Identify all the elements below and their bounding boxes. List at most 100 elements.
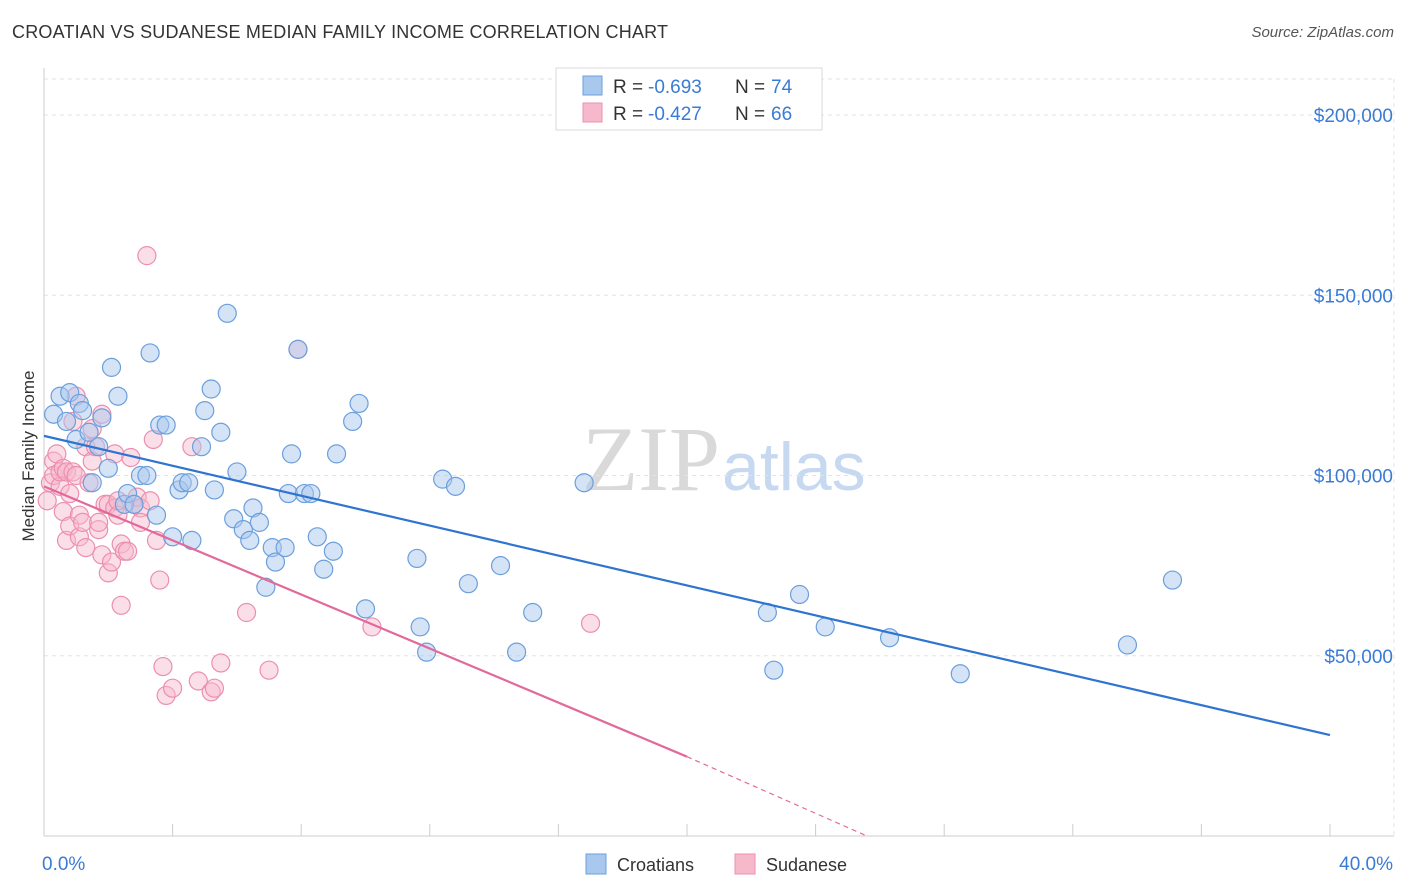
- sudanese-point: [259, 660, 279, 680]
- legend-r-label-croatians: R =: [613, 77, 643, 98]
- legend-r-value-sudanese: -0.427: [648, 104, 702, 125]
- legend-n-value-croatians: 74: [771, 77, 793, 98]
- top-legend: R = -0.693 N = 74 R = -0.427 N = 66: [555, 67, 823, 131]
- legend-r-label-sudanese: R =: [613, 104, 643, 125]
- croatian-point: [156, 415, 176, 435]
- sudanese-point: [89, 519, 109, 540]
- croatian-point: [288, 339, 308, 359]
- croatian-point: [217, 303, 237, 323]
- y-tick-label: $150,000: [1314, 286, 1393, 307]
- x-tick-label: 40.0%: [1339, 854, 1393, 875]
- croatian-point: [458, 574, 478, 594]
- croatian-point: [137, 465, 157, 486]
- croatian-point: [124, 494, 144, 514]
- croatian-point: [92, 408, 112, 428]
- croatian-point: [82, 473, 102, 493]
- sudanese-point: [72, 512, 93, 532]
- croatian-point: [323, 541, 343, 561]
- y-tick-label: $50,000: [1324, 647, 1393, 668]
- tick-labels: $50,000 $100,000 $150,000 $200,000 0.0% 40.0%: [42, 106, 1393, 875]
- sudanese-point: [137, 246, 157, 266]
- bottom-legend-swatch-sudanese: [734, 853, 756, 875]
- croatian-point: [72, 401, 93, 421]
- legend-swatch-croatians: [582, 75, 603, 96]
- croatian-point: [314, 559, 334, 579]
- y-tick-label: $100,000: [1314, 467, 1393, 488]
- croatian-point: [275, 538, 295, 558]
- croatian-point: [101, 357, 122, 377]
- legend-r-value-croatians: -0.693: [648, 77, 702, 98]
- croatian-point: [249, 512, 270, 532]
- y-tick-label: $200,000: [1314, 106, 1393, 127]
- legend-n-label-sudanese: N =: [735, 104, 765, 125]
- sudanese-point: [163, 678, 183, 698]
- croatian-point: [201, 379, 221, 399]
- bottom-legend: Croatians Sudanese: [585, 853, 847, 875]
- sudanese-point: [201, 682, 221, 702]
- croatian-point: [416, 642, 437, 662]
- croatian-point: [407, 548, 427, 569]
- croatians-trend-line: [43, 434, 1331, 737]
- croatian-point: [211, 422, 231, 442]
- croatian-point: [764, 660, 784, 680]
- croatian-point: [574, 473, 594, 493]
- legend-swatch-sudanese: [582, 102, 603, 123]
- source-label: Source: ZipAtlas.com: [1251, 24, 1394, 41]
- legend-n-value-sudanese: 66: [771, 104, 792, 125]
- sudanese-point: [204, 678, 224, 698]
- croatian-point: [410, 617, 430, 637]
- croatian-point: [140, 343, 160, 363]
- x-tick-label: 0.0%: [42, 854, 85, 875]
- sudanese-point: [69, 527, 89, 547]
- sudanese-point: [63, 462, 83, 482]
- sudanese-point: [117, 541, 138, 561]
- croatian-point: [265, 552, 286, 572]
- croatian-point: [815, 617, 835, 637]
- sudanese-point: [92, 545, 112, 565]
- sudanese-point: [580, 613, 601, 633]
- sudanese-point: [76, 538, 96, 558]
- croatian-point: [146, 505, 167, 525]
- croatian-point: [56, 411, 77, 432]
- croatian-point: [256, 577, 276, 597]
- croatian-point: [523, 602, 543, 623]
- trend-lines: [43, 434, 1331, 837]
- croatians-series: [44, 303, 1183, 684]
- sudanese-point: [156, 685, 176, 706]
- croatian-point: [326, 444, 347, 464]
- croatian-point: [108, 386, 128, 406]
- sudanese-point: [236, 602, 257, 623]
- croatian-point: [281, 444, 302, 464]
- axes: [43, 68, 1394, 837]
- croatian-point: [98, 458, 118, 478]
- bottom-legend-croatians: Croatians: [617, 855, 694, 875]
- croatian-point: [789, 584, 810, 605]
- croatian-point: [191, 437, 212, 457]
- croatian-point: [355, 599, 376, 619]
- sudanese-trend-extension: [686, 756, 868, 837]
- sudanese-point: [153, 656, 173, 677]
- croatian-point: [307, 527, 327, 547]
- croatian-point: [490, 556, 511, 576]
- sudanese-trend-line: [43, 485, 688, 758]
- watermark-zip: ZIP: [582, 408, 720, 510]
- sudanese-point: [89, 512, 109, 532]
- croatian-point: [445, 476, 466, 496]
- watermark-atlas: atlas: [722, 429, 866, 505]
- sudanese-point: [98, 563, 118, 583]
- croatian-point: [79, 422, 99, 442]
- croatian-point: [204, 480, 224, 500]
- sudanese-point: [211, 653, 231, 673]
- legend-n-label-croatians: N =: [735, 77, 765, 98]
- sudanese-series: [37, 246, 601, 706]
- croatian-point: [1162, 570, 1183, 590]
- croatian-point: [195, 401, 215, 421]
- croatian-point: [507, 642, 527, 662]
- croatian-point: [240, 530, 260, 551]
- sudanese-point: [111, 595, 131, 615]
- croatian-point: [349, 393, 369, 414]
- sudanese-point: [188, 671, 208, 691]
- croatian-point: [1117, 635, 1138, 655]
- croatian-point: [343, 411, 363, 432]
